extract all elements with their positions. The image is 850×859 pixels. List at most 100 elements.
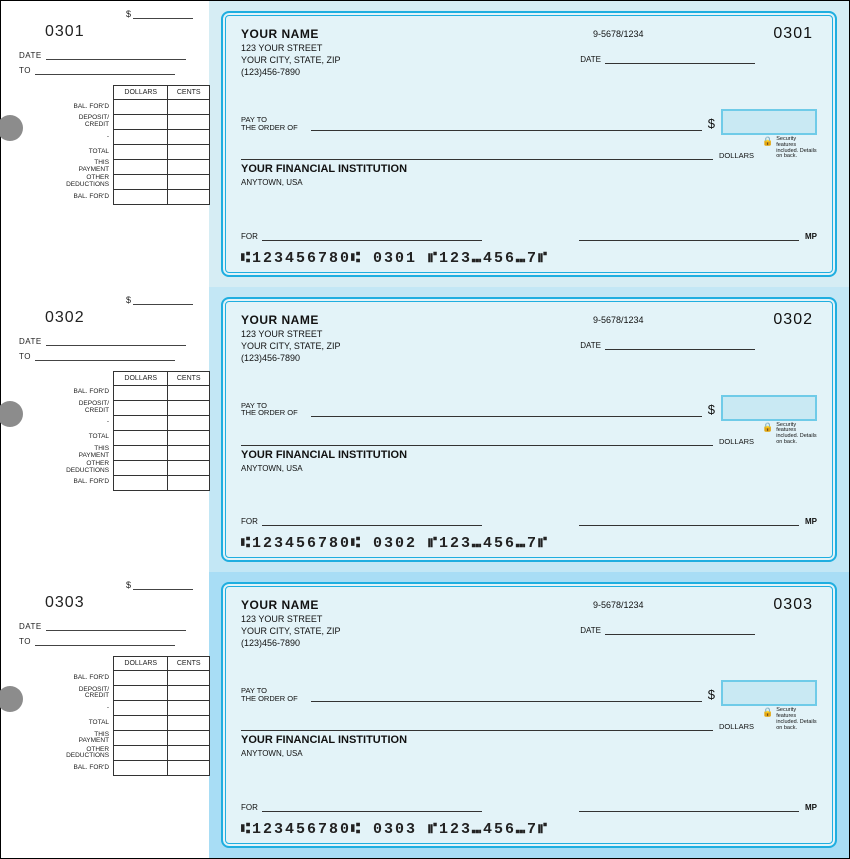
stub-cell-dollars[interactable] [114,100,168,115]
stub-cell-dollars[interactable] [114,460,168,475]
stub-column: $ 0301 DATE TO DOLLARSCENTS BAL. FOR'DDE… [1,1,209,858]
stub-row-label: THISPAYMENT [45,160,114,175]
stub-cell-dollars[interactable] [114,145,168,160]
bank-routing-fraction: 9-5678/1234 [593,315,644,325]
stub-cell-dollars[interactable] [114,701,168,716]
check-panel: YOUR NAME 123 YOUR STREET YOUR CITY, STA… [209,572,849,858]
pay-to-order-line[interactable]: PAY TOTHE ORDER OF $ [241,391,817,417]
stub-cell-cents[interactable] [168,100,210,115]
stub-cell-dollars[interactable] [114,160,168,175]
stub-cell-cents[interactable] [168,761,210,776]
stub-date-line[interactable]: DATE [19,337,199,346]
stub-to-line[interactable]: TO [19,66,199,75]
stub-to-line[interactable]: TO [19,352,199,361]
stub-col-cents: CENTS [168,86,210,100]
stub-row-label: - [45,415,114,430]
security-features-note: 🔒Security features included. Details on … [762,137,817,160]
stub-cell-dollars[interactable] [114,430,168,445]
date-field[interactable]: DATE [580,341,755,350]
amount-box[interactable] [721,680,817,706]
stub-to-line[interactable]: TO [19,637,199,646]
stub-cell-cents[interactable] [168,746,210,761]
check-stub: $ 0301 DATE TO DOLLARSCENTS BAL. FOR'DDE… [1,1,209,287]
signature-line[interactable] [579,231,799,241]
stub-cell-dollars[interactable] [114,400,168,415]
institution-name: YOUR FINANCIAL INSTITUTION [241,449,407,461]
stub-cell-dollars[interactable] [114,190,168,205]
stub-cell-cents[interactable] [168,130,210,145]
pay-to-order-line[interactable]: PAY TOTHE ORDER OF $ [241,105,817,131]
date-field[interactable]: DATE [580,626,755,635]
stub-cell-dollars[interactable] [114,716,168,731]
stub-cell-cents[interactable] [168,190,210,205]
memo-line[interactable] [262,231,482,241]
stub-cell-cents[interactable] [168,686,210,701]
stub-cell-dollars[interactable] [114,686,168,701]
stub-cell-cents[interactable] [168,145,210,160]
stub-cell-dollars[interactable] [114,415,168,430]
pay-to-order-line[interactable]: PAY TOTHE ORDER OF $ [241,676,817,702]
check-panel: YOUR NAME 123 YOUR STREET YOUR CITY, STA… [209,1,849,287]
stub-check-number: 0302 [45,309,199,327]
stub-cell-cents[interactable] [168,475,210,490]
stub-row-label: BAL. FOR'D [45,190,114,205]
stub-row-label: BAL. FOR'D [45,385,114,400]
stub-row-label: BAL. FOR'D [45,475,114,490]
stub-ledger-table: DOLLARSCENTS BAL. FOR'DDEPOSIT/CREDIT-TO… [45,85,210,205]
amount-in-words-line[interactable]: DOLLARS 🔒Security features included. Det… [241,708,817,731]
stub-row-label: TOTAL [45,430,114,445]
stub-cell-dollars[interactable] [114,731,168,746]
stub-cell-dollars[interactable] [114,671,168,686]
security-features-note: 🔒Security features included. Details on … [762,708,817,731]
binder-hole-icon [0,686,23,712]
stub-row-label: OTHERDEDUCTIONS [45,460,114,475]
amount-in-words-line[interactable]: DOLLARS 🔒Security features included. Det… [241,137,817,160]
stub-date-line[interactable]: DATE [19,622,199,631]
stub-cell-dollars[interactable] [114,115,168,130]
amount-box[interactable] [721,395,817,421]
stub-cell-dollars[interactable] [114,761,168,776]
stub-cell-dollars[interactable] [114,175,168,190]
stub-cell-cents[interactable] [168,460,210,475]
stub-date-line[interactable]: DATE [19,51,199,60]
stub-cell-cents[interactable] [168,671,210,686]
security-features-note: 🔒Security features included. Details on … [762,423,817,446]
stub-col-cents: CENTS [168,657,210,671]
stub-cell-dollars[interactable] [114,746,168,761]
stub-col-dollars: DOLLARS [114,371,168,385]
amount-in-words-line[interactable]: DOLLARS 🔒Security features included. Det… [241,423,817,446]
binder-hole-icon [0,401,23,427]
payer-city-state-zip: YOUR CITY, STATE, ZIP [241,55,341,65]
payer-block: YOUR NAME 123 YOUR STREET YOUR CITY, STA… [241,27,341,77]
memo-line[interactable] [262,516,482,526]
memo-label: FOR [241,232,258,241]
micr-line: ⑆123456780⑆ 0302 ⑈123⑉456⑉7⑈ [241,535,817,552]
stub-cell-dollars[interactable] [114,445,168,460]
stub-cell-cents[interactable] [168,175,210,190]
dollar-sign: $ [708,402,715,417]
signature-line[interactable] [579,516,799,526]
stub-cell-cents[interactable] [168,731,210,746]
stub-cell-cents[interactable] [168,385,210,400]
amount-box[interactable] [721,109,817,135]
stub-cell-cents[interactable] [168,430,210,445]
check-sheet: $ 0301 DATE TO DOLLARSCENTS BAL. FOR'DDE… [0,0,850,859]
lock-icon: 🔒 [762,137,773,146]
stub-cell-cents[interactable] [168,716,210,731]
payer-block: YOUR NAME 123 YOUR STREET YOUR CITY, STA… [241,313,341,363]
memo-line[interactable] [262,802,482,812]
stub-cell-dollars[interactable] [114,385,168,400]
payer-street: 123 YOUR STREET [241,614,341,624]
stub-cell-cents[interactable] [168,415,210,430]
memo-label: FOR [241,517,258,526]
stub-cell-cents[interactable] [168,400,210,415]
stub-cell-dollars[interactable] [114,475,168,490]
stub-cell-cents[interactable] [168,115,210,130]
check-number: 0302 [773,311,813,329]
stub-cell-cents[interactable] [168,701,210,716]
stub-cell-cents[interactable] [168,160,210,175]
stub-cell-cents[interactable] [168,445,210,460]
signature-line[interactable] [579,802,799,812]
stub-cell-dollars[interactable] [114,130,168,145]
date-field[interactable]: DATE [580,55,755,64]
